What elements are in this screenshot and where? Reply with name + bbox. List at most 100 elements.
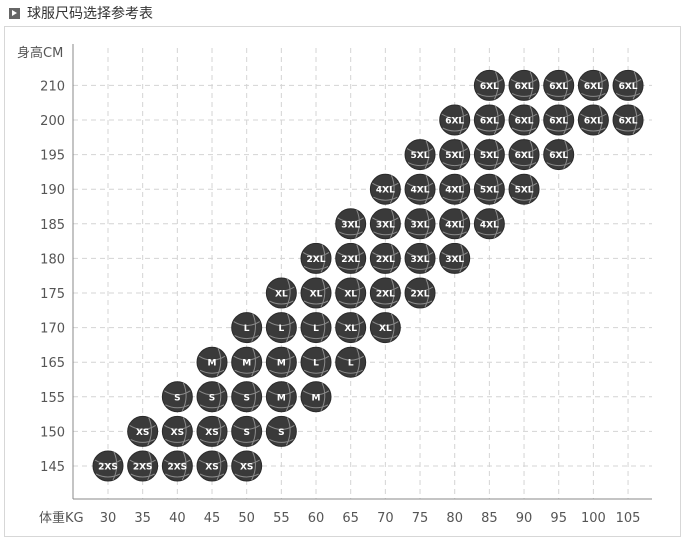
size-label: 2XS (98, 463, 118, 473)
size-label: 2XS (133, 463, 153, 473)
chart-header: 球服尺码选择参考表 (9, 4, 153, 22)
x-axis-label: 体重KG (39, 510, 84, 526)
size-points: 2XS 2XS 2XS XS XS XS XS XS S S S S S M M M M M L L L L L XL XL XL… (92, 69, 644, 482)
size-point: 3XL (404, 242, 436, 274)
size-point: 4XL (439, 208, 471, 240)
size-label: 6XL (619, 82, 638, 92)
x-tick-label: 70 (377, 511, 394, 526)
size-point: M (300, 381, 332, 413)
x-tick-label: 80 (446, 511, 463, 526)
size-point: 6XL (577, 69, 609, 101)
size-label: 6XL (549, 117, 568, 127)
size-point: L (300, 346, 332, 378)
size-label: XS (136, 428, 149, 438)
size-label: 6XL (549, 151, 568, 161)
size-point: L (300, 312, 332, 344)
y-tick-label: 170 (40, 322, 65, 337)
chart-frame (4, 26, 681, 537)
size-point: S (231, 415, 263, 447)
y-tick-label: 180 (40, 252, 65, 267)
size-point: 2XS (127, 450, 159, 482)
y-tick-label: 200 (40, 114, 65, 129)
size-label: 6XL (480, 82, 499, 92)
x-tick-label: 90 (516, 511, 533, 526)
size-point: S (265, 415, 297, 447)
size-label: XS (240, 463, 253, 473)
size-label: L (244, 324, 250, 334)
size-point: L (335, 346, 367, 378)
size-point: XL (265, 277, 297, 309)
x-tick-label: 40 (169, 511, 186, 526)
x-tick-label: 50 (238, 511, 255, 526)
size-point: S (196, 381, 228, 413)
size-label: S (174, 393, 180, 403)
size-label: XL (275, 290, 288, 300)
size-point: 6XL (473, 104, 505, 136)
size-label: 5XL (480, 151, 499, 161)
x-tick-label: 100 (581, 511, 606, 526)
size-point: 5XL (439, 139, 471, 171)
size-label: 4XL (411, 186, 430, 196)
size-point: XS (196, 415, 228, 447)
size-point: 4XL (369, 173, 401, 205)
size-point: 6XL (577, 104, 609, 136)
size-label: 6XL (549, 82, 568, 92)
size-point: 2XL (335, 242, 367, 274)
size-label: 5XL (515, 186, 534, 196)
size-point: XS (196, 450, 228, 482)
size-label: 3XL (341, 220, 360, 230)
size-point: XL (369, 312, 401, 344)
size-point: 6XL (543, 139, 575, 171)
size-label: 4XL (480, 220, 499, 230)
y-tick-label: 175 (40, 287, 65, 302)
size-label: L (313, 324, 319, 334)
size-label: M (208, 359, 217, 369)
size-point: M (265, 381, 297, 413)
size-label: 6XL (480, 117, 499, 127)
size-point: XS (161, 415, 193, 447)
size-point: 5XL (473, 139, 505, 171)
size-label: M (277, 393, 286, 403)
size-point: 6XL (508, 104, 540, 136)
y-axis-label: 身高CM (17, 45, 63, 61)
size-point: 4XL (404, 173, 436, 205)
size-point: 2XL (369, 242, 401, 274)
size-point: 6XL (473, 69, 505, 101)
axes (72, 44, 652, 500)
size-label: XS (171, 428, 184, 438)
size-label: 3XL (445, 255, 464, 265)
size-label: 6XL (515, 82, 534, 92)
size-label: 6XL (445, 117, 464, 127)
size-label: XL (344, 290, 357, 300)
size-label: 6XL (515, 151, 534, 161)
size-point: S (231, 381, 263, 413)
size-point: XS (231, 450, 263, 482)
x-tick-label: 35 (134, 511, 151, 526)
size-label: S (243, 393, 249, 403)
size-label: XS (205, 463, 218, 473)
x-tick-label: 75 (412, 511, 429, 526)
size-point: 3XL (439, 242, 471, 274)
size-label: XS (205, 428, 218, 438)
size-point: 6XL (508, 139, 540, 171)
size-point: 2XL (300, 242, 332, 274)
size-label: L (313, 359, 319, 369)
size-label: 5XL (411, 151, 430, 161)
size-label: XL (310, 290, 323, 300)
size-label: 2XL (376, 290, 395, 300)
size-point: 2XS (92, 450, 124, 482)
size-point: 6XL (508, 69, 540, 101)
size-point: 5XL (473, 173, 505, 205)
size-label: 2XL (341, 255, 360, 265)
size-point: 6XL (612, 104, 644, 136)
size-point: 3XL (335, 208, 367, 240)
size-point: XS (127, 415, 159, 447)
size-point: XL (300, 277, 332, 309)
y-axis-ticks: 210 200 195 190 185 180 175 170 165 155 150 145 (40, 79, 65, 475)
x-tick-label: 105 (616, 511, 641, 526)
size-point: 3XL (369, 208, 401, 240)
x-tick-label: 55 (273, 511, 290, 526)
size-label: 6XL (584, 117, 603, 127)
size-point: 3XL (404, 208, 436, 240)
